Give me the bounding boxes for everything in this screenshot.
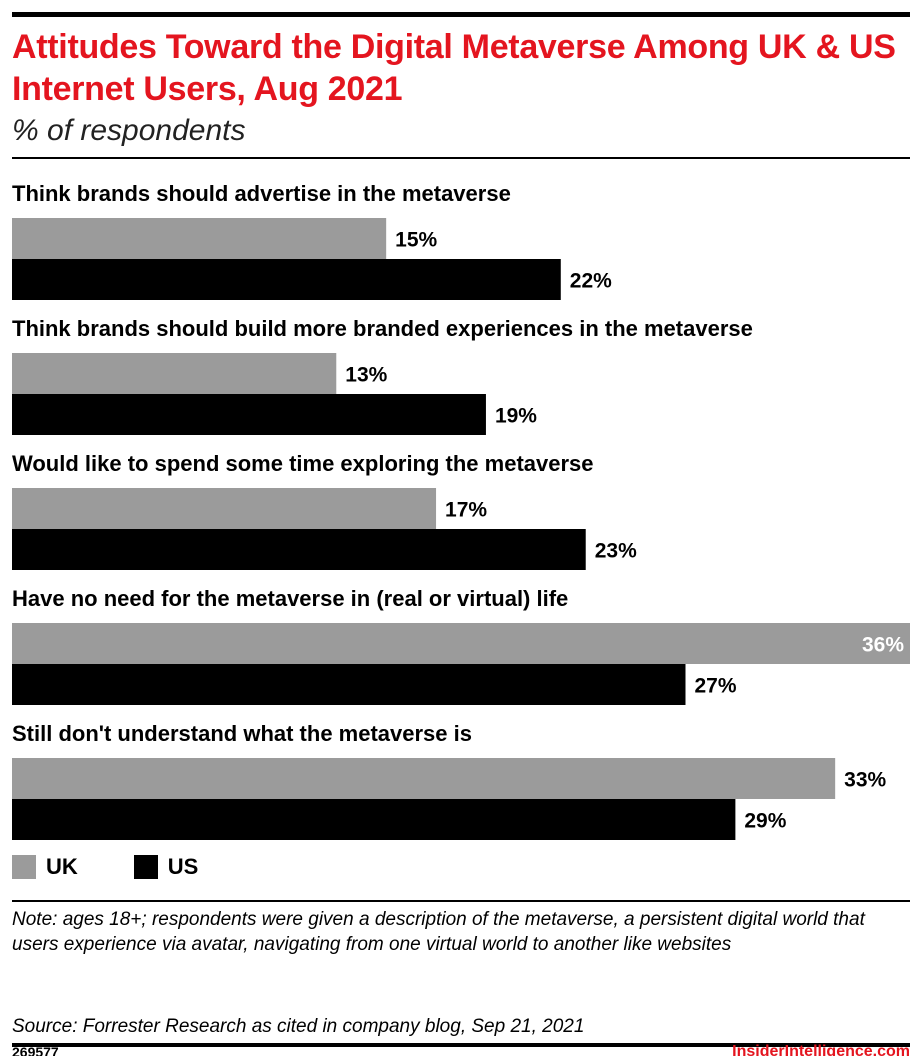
category-label-4: Have no need for the metaverse in (real … [12,586,568,611]
value-label-us-5: 29% [744,810,786,833]
bar-chart: Think brands should advertise in the met… [12,181,910,840]
legend-label-us: US [167,854,199,879]
value-label-uk-2: 13% [345,364,387,387]
legend-item-us: US [133,854,199,880]
value-label-us-1: 22% [570,270,612,293]
bar-uk-4 [12,623,910,664]
source-note: Source: Forrester Research as cited in c… [12,1016,585,1037]
header-rule [12,157,910,159]
bar-us-1 [12,259,561,300]
bottom-rule [12,1043,910,1047]
footer-rule [12,900,910,902]
category-label-3: Would like to spend some time exploring … [12,451,594,476]
bar-us-2 [12,394,486,435]
legend-label-uk: UK [46,854,78,879]
chart-title: Attitudes Toward the Digital Metaverse A… [12,28,896,108]
legend-item-uk: UK [12,854,78,880]
value-label-uk-1: 15% [395,229,437,252]
bar-uk-5 [12,758,836,799]
top-rule [12,12,910,17]
value-label-uk-5: 33% [844,769,886,792]
footnote: Note: ages 18+; respondents were given a… [12,909,865,955]
value-label-uk-3: 17% [445,499,487,522]
chart-subtitle: % of respondents [12,114,246,147]
bar-us-3 [12,529,586,570]
category-label-2: Think brands should build more branded e… [12,316,753,341]
legend: UK US [12,853,254,881]
chart-id: 269577 [12,1044,59,1056]
category-label-1: Think brands should advertise in the met… [12,181,511,206]
legend-swatch-us [133,855,158,879]
value-label-uk-4: 36% [862,634,904,657]
bar-us-4 [12,664,686,705]
category-label-5: Still don't understand what the metavers… [12,721,472,746]
bar-uk-3 [12,488,437,529]
bar-uk-2 [12,353,337,394]
value-label-us-4: 27% [695,675,737,698]
bar-uk-1 [12,218,387,259]
value-label-us-3: 23% [595,540,637,563]
legend-swatch-uk [12,855,36,879]
brand-link[interactable]: InsiderIntelligence.com [732,1043,910,1056]
bar-us-5 [12,799,736,840]
value-label-us-2: 19% [495,405,537,428]
